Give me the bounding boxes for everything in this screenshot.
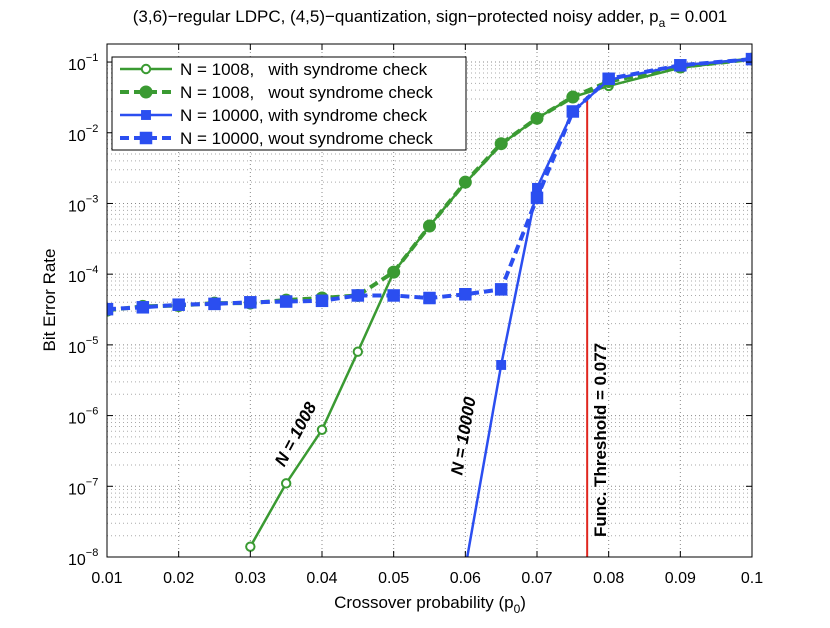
x-axis-label: Crossover probability (p0) [334,593,526,616]
x-tick-label: 0.02 [163,570,194,587]
marker [745,52,752,66]
legend-marker [140,63,152,75]
marker [172,298,185,311]
y-tick-label: 10−2 [68,123,98,145]
x-tick-label: 0.07 [521,570,552,587]
legend-marker [141,110,151,120]
x-tick-label: 0.03 [235,570,266,587]
marker [387,265,401,279]
xlabel-text: Crossover probability (p [334,593,514,612]
title-text: (3,6)−regular LDPC, (4,5)−quantization, … [133,7,659,26]
y-tick-base: 10 [68,411,86,428]
y-tick-base: 10 [68,269,86,286]
marker [315,294,329,308]
y-tick-exponent: −7 [86,476,99,488]
legend-box [111,56,467,151]
legend: N = 1008, with syndrome check N = 1008, w… [111,56,467,151]
title-sub: a [659,16,666,30]
x-tick-label: 0.06 [450,570,481,587]
x-tick-label: 0.09 [665,570,696,587]
chart-title: (3,6)−regular LDPC, (4,5)−quantization, … [133,7,728,30]
marker [245,541,256,552]
marker [530,191,544,205]
marker [279,295,293,308]
marker [107,302,114,316]
y-tick-base: 10 [68,340,86,357]
x-tick-label: 0.1 [741,570,763,587]
y-axis-label: Bit Error Rate [40,249,59,352]
marker [566,90,580,104]
marker [459,288,472,301]
y-tick-exponent: −6 [86,406,99,418]
marker [530,111,544,125]
plot-frame [106,43,753,558]
marker [136,301,150,314]
y-tick-exponent: −2 [86,123,99,135]
y-tick-base: 10 [68,552,86,569]
y-tick-label: 10−3 [68,193,98,215]
y-tick-base: 10 [68,198,86,215]
legend-label: N = 1008, wout syndrome check [180,83,433,102]
xlabel-sub: 0 [514,602,521,616]
legend-marker [139,85,153,99]
y-tick-exponent: −4 [86,264,99,276]
xlabel-text: ) [520,593,526,612]
y-tick-label: 10−7 [68,476,98,498]
marker [532,182,542,193]
y-tick-base: 10 [68,128,86,145]
y-tick-exponent: −1 [86,52,99,64]
y-tick-label: 10−5 [68,335,98,357]
legend-marker [139,131,153,145]
plot-area [107,52,752,557]
x-tick-label: 0.04 [306,570,337,587]
marker [351,289,365,302]
y-tick-base: 10 [68,57,86,74]
y-tick-label: 10−4 [68,264,98,286]
marker [208,297,221,311]
axes: 0.01 0.02 0.03 0.04 0.05 0.06 0.07 0.08 0.09 0.1 1… [68,44,763,587]
title-text: = 0.001 [665,7,727,26]
marker [423,291,436,305]
marker [602,72,615,86]
threshold-label: Func. Threshold = 0.077 [591,343,610,537]
x-tick-label: 0.05 [378,570,409,587]
legend-label: N = 10000, wout syndrome check [180,129,433,148]
legend-label: N = 10000, with syndrome check [180,106,428,125]
marker [352,346,364,357]
x-tick-label: 0.01 [91,570,122,587]
y-tick-base: 10 [68,481,86,498]
y-tick-exponent: −3 [86,193,99,205]
marker [280,478,292,489]
marker [566,105,580,118]
x-tick-label: 0.08 [593,570,624,587]
marker [494,283,508,296]
y-tick-exponent: −8 [86,547,99,559]
marker [387,289,400,302]
legend-label: N = 1008, with syndrome check [180,60,428,79]
marker [496,360,507,370]
marker [423,219,436,233]
marker [316,424,328,435]
marker [494,137,508,151]
marker [244,296,257,309]
marker [674,59,687,72]
y-tick-label: 10−1 [68,52,98,74]
marker [458,175,472,189]
y-tick-label: 10−6 [68,406,98,428]
y-tick-exponent: −5 [86,335,99,347]
y-tick-label: 10−8 [68,547,98,569]
